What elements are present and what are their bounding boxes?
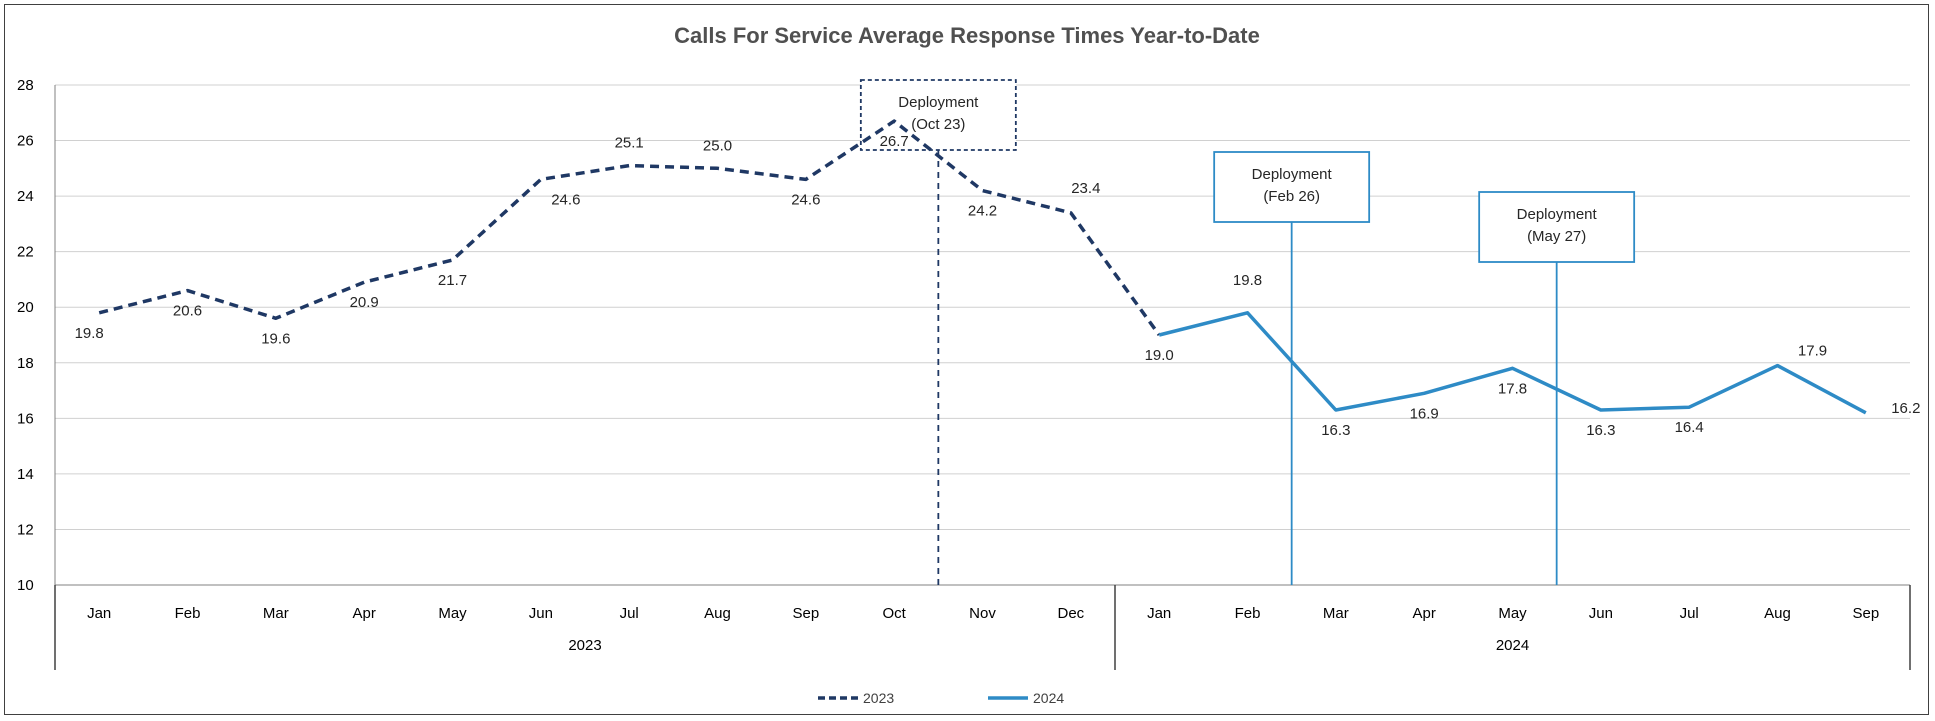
annotation-box bbox=[1478, 191, 1636, 263]
y-tick-label: 20 bbox=[17, 299, 34, 316]
data-label: 25.0 bbox=[703, 137, 732, 154]
x-tick-label: May bbox=[438, 605, 467, 622]
x-tick-label: Sep bbox=[1852, 605, 1879, 622]
y-tick-label: 24 bbox=[17, 188, 34, 205]
y-axis: 10 12 14 16 18 20 22 24 26 28 bbox=[17, 77, 56, 594]
legend-label: 2024 bbox=[1033, 690, 1064, 706]
series bbox=[98, 119, 1867, 415]
x-tick-label: Aug bbox=[704, 605, 731, 622]
y-tick-label: 26 bbox=[17, 133, 34, 150]
annotation-text: Deployment bbox=[1252, 166, 1333, 183]
annotation-box bbox=[859, 79, 1017, 151]
legend: 2023 2024 bbox=[818, 690, 1064, 706]
annotation-text: (Oct 23) bbox=[911, 116, 965, 133]
x-tick-label: Oct bbox=[882, 605, 906, 622]
data-label: 17.8 bbox=[1498, 380, 1527, 397]
x-tick-label: Feb bbox=[175, 605, 201, 622]
annotation-text: (Feb 26) bbox=[1263, 188, 1320, 205]
data-label: 25.1 bbox=[615, 135, 644, 152]
chart-title: Calls For Service Average Response Times… bbox=[674, 23, 1260, 48]
x-tick-label: Sep bbox=[792, 605, 819, 622]
y-tick-label: 16 bbox=[17, 410, 34, 427]
data-label: 24.6 bbox=[551, 191, 580, 208]
data-label: 16.2 bbox=[1891, 400, 1920, 417]
data-label: 20.6 bbox=[173, 303, 202, 320]
x-tick-label: Nov bbox=[969, 605, 996, 622]
data-labels: 19.8 20.6 19.6 20.9 21.7 24.6 25.1 25.0 24.6 26.7… bbox=[75, 133, 1921, 439]
x-tick-label: Apr bbox=[1412, 605, 1435, 622]
y-tick-label: 28 bbox=[17, 77, 34, 94]
data-label: 19.6 bbox=[261, 330, 290, 347]
data-label: 26.7 bbox=[880, 133, 909, 150]
y-tick-label: 10 bbox=[17, 577, 34, 594]
data-label: 16.3 bbox=[1321, 422, 1350, 439]
data-label: 19.8 bbox=[1233, 272, 1262, 289]
data-label: 19.0 bbox=[1145, 347, 1174, 364]
annotation-text: Deployment bbox=[898, 94, 979, 111]
data-label: 17.9 bbox=[1798, 343, 1827, 360]
x-tick-label: Jun bbox=[529, 605, 553, 622]
x-tick-label: Jun bbox=[1589, 605, 1613, 622]
x-tick-label: Feb bbox=[1235, 605, 1261, 622]
data-label: 16.3 bbox=[1586, 422, 1615, 439]
x-tick-label: Jan bbox=[1147, 605, 1171, 622]
x-tick-label: Dec bbox=[1057, 605, 1084, 622]
x-tick-label: May bbox=[1498, 605, 1527, 622]
legend-label: 2023 bbox=[863, 690, 894, 706]
x-tick-label: Apr bbox=[352, 605, 375, 622]
y-tick-label: 18 bbox=[17, 355, 34, 372]
x-tick-label: Jul bbox=[1680, 605, 1699, 622]
x-tick-label: Aug bbox=[1764, 605, 1791, 622]
annotation-text: Deployment bbox=[1517, 206, 1598, 223]
data-label: 24.2 bbox=[968, 203, 997, 220]
y-tick-label: 12 bbox=[17, 521, 34, 538]
data-label: 21.7 bbox=[438, 272, 467, 289]
data-label: 24.6 bbox=[791, 191, 820, 208]
series-line-2024 bbox=[1158, 311, 1867, 415]
grid bbox=[55, 84, 1910, 586]
annotations: Deployment (Oct 23) Deployment (Feb 26) Depl… bbox=[859, 79, 1636, 585]
data-label: 20.9 bbox=[350, 294, 379, 311]
series-line-2023 bbox=[98, 119, 1161, 337]
x-tick-label: Mar bbox=[1323, 605, 1349, 622]
x-tick-label: Mar bbox=[263, 605, 289, 622]
annotation-box bbox=[1213, 151, 1371, 223]
x-group-label: 2024 bbox=[1496, 637, 1529, 654]
data-label: 16.9 bbox=[1410, 405, 1439, 422]
data-label: 19.8 bbox=[75, 325, 104, 342]
x-tick-label: Jan bbox=[87, 605, 111, 622]
x-tick-label: Jul bbox=[620, 605, 639, 622]
annotation-text: (May 27) bbox=[1527, 228, 1586, 245]
data-label: 23.4 bbox=[1071, 180, 1100, 197]
y-tick-label: 22 bbox=[17, 244, 34, 261]
x-axis: Jan Feb Mar Apr May Jun Jul Aug Sep Oct Nov Dec Jan F… bbox=[54, 585, 1911, 670]
x-group-label: 2023 bbox=[568, 637, 601, 654]
y-tick-label: 14 bbox=[17, 466, 34, 483]
data-label: 16.4 bbox=[1675, 419, 1704, 436]
